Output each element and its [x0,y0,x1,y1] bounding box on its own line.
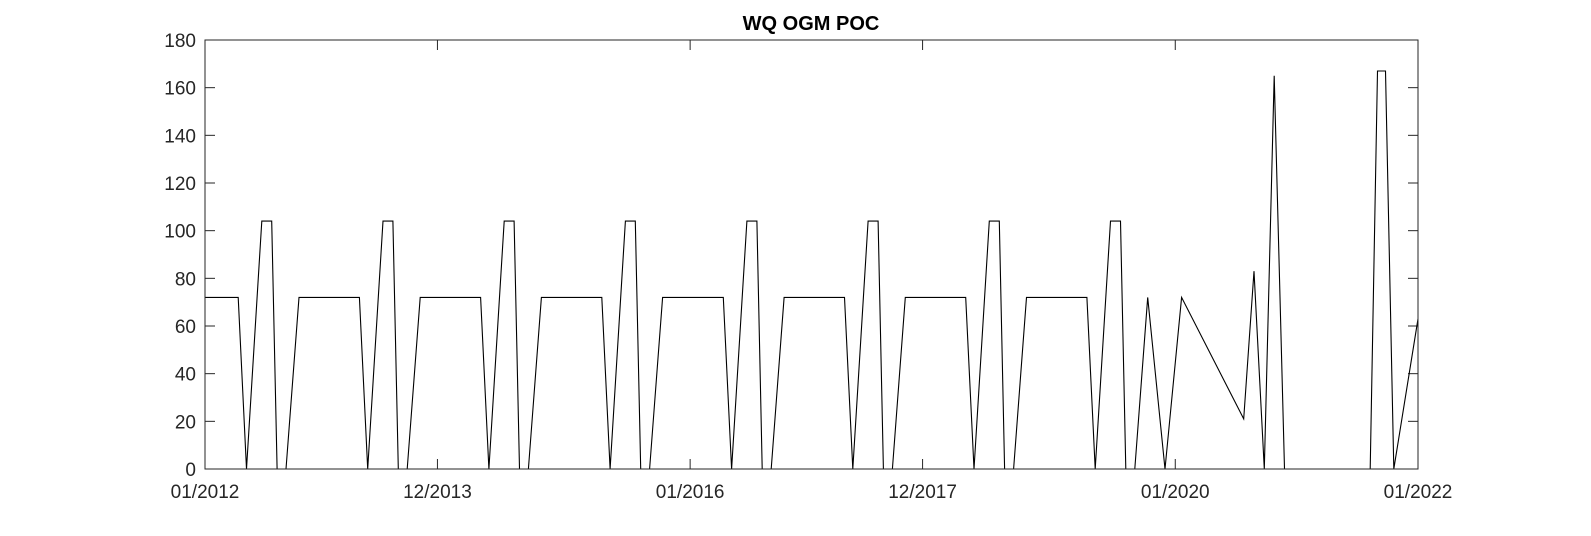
x-tick-label: 01/2020 [1141,482,1210,503]
y-tick-label: 60 [175,317,196,338]
y-tick-label: 120 [164,174,196,195]
plot-frame [204,39,1419,470]
x-tick-label: 01/2022 [1384,482,1453,503]
x-tick-label: 12/2017 [888,482,957,503]
y-tick-label: 0 [185,460,196,481]
y-tick-label: 160 [164,79,196,100]
y-tick-label: 100 [164,222,196,243]
y-tick-label: 40 [175,365,196,386]
y-tick-label: 140 [164,126,196,147]
x-tick-label: 01/2012 [171,482,240,503]
chart-title: WQ OGM POC [743,13,880,35]
y-tick-label: 20 [175,412,196,433]
axis-tick-labels: 0 20 40 60 80 100 120 140 160 180 01/2012 12/2013 01… [164,31,1452,503]
x-tick-label: 12/2013 [403,482,472,503]
y-tick-label: 80 [175,269,196,290]
plot-area [205,40,1418,469]
y-tick-label: 180 [164,31,196,52]
x-tick-label: 01/2016 [656,482,725,503]
